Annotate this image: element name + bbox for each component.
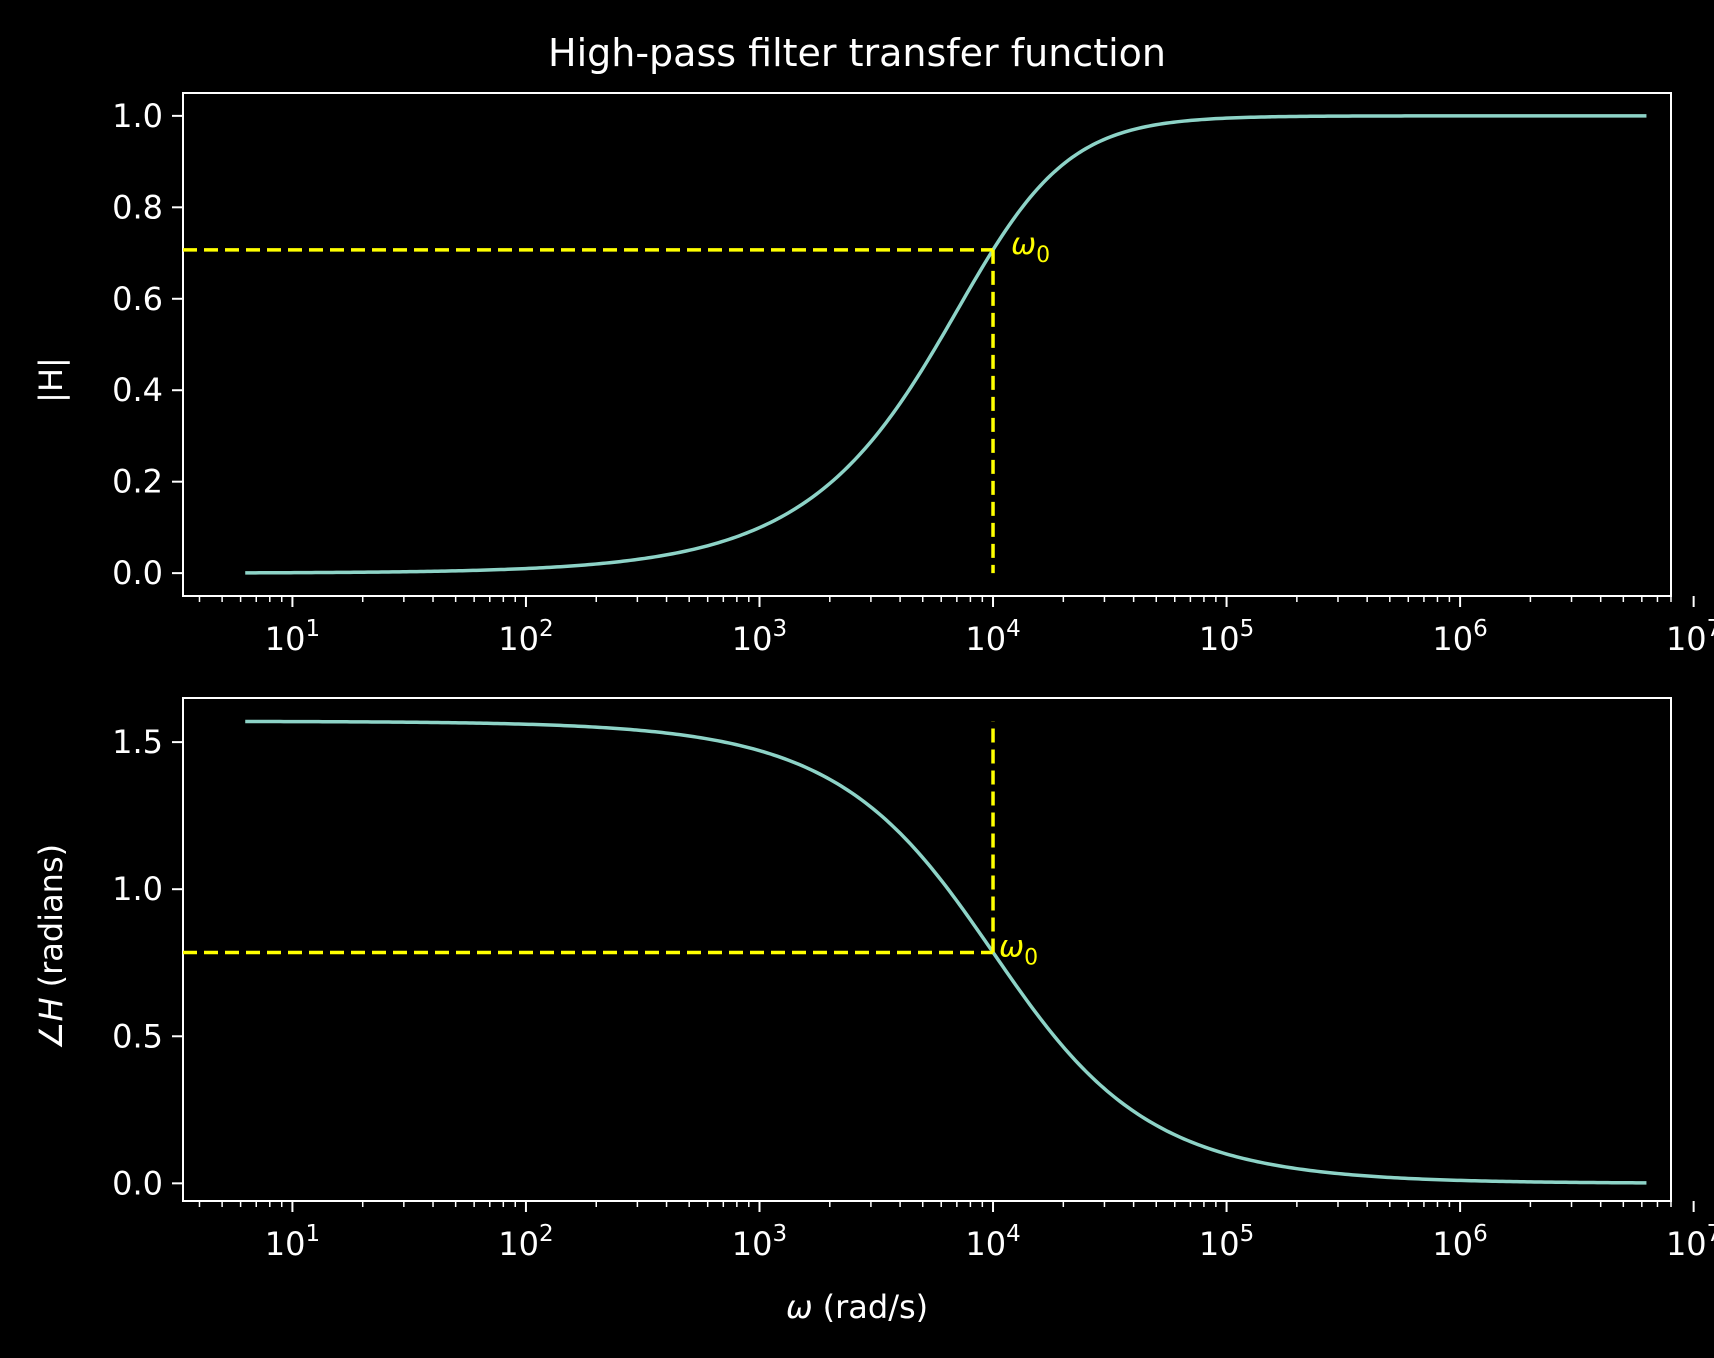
x-axis-label: ω (rad/s) [786, 1288, 928, 1326]
y-tick-label: 0.0 [112, 554, 163, 592]
x-tick-label: 102 [498, 616, 553, 658]
x-tick-label: 103 [732, 1221, 787, 1263]
y-tick-label: 0.2 [112, 463, 163, 501]
x-tick-label: 104 [965, 1221, 1020, 1263]
response-curve [245, 114, 1647, 575]
y-tick-label: 1.0 [112, 97, 163, 135]
chart-title: High-pass filter transfer function [548, 31, 1166, 75]
x-tick-label: 105 [1199, 616, 1254, 658]
y-axis-label-phase: ∠H(radians) [32, 844, 70, 1050]
phase-subplot: 101 102 103 104 105 106 107 0.0 0.5 1.0 1.5 ω0 [112, 697, 1714, 1263]
y-tick-label: 0.0 [112, 1164, 163, 1202]
magnitude-subplot: 101 102 103 104 105 106 107 0.0 0.2 0.4 0.6 0.8 1.0 ω… [112, 92, 1714, 658]
y-tick-label: 0.5 [112, 1017, 163, 1055]
cutoff-label: ω0 [1011, 227, 1050, 268]
axes-frame [182, 92, 1672, 597]
x-tick-label: 101 [265, 616, 320, 658]
x-tick-label: 107 [1666, 616, 1714, 658]
y-tick-label: 1.5 [112, 723, 163, 761]
axes-frame [182, 697, 1672, 1202]
cutoff-label: ω0 [999, 929, 1038, 970]
y-tick-label: 0.4 [112, 371, 163, 409]
x-tick-label: 102 [498, 1221, 553, 1263]
y-tick-label: 1.0 [112, 870, 163, 908]
x-tick-label: 101 [265, 1221, 320, 1263]
x-tick-label: 106 [1432, 1221, 1487, 1263]
y-tick-label: 0.6 [112, 280, 163, 318]
y-axis-label-magnitude: |H| [32, 357, 70, 403]
y-tick-label: 0.8 [112, 188, 163, 226]
x-tick-label: 107 [1666, 1221, 1714, 1263]
response-curve [245, 719, 1647, 1185]
x-tick-label: 105 [1199, 1221, 1254, 1263]
x-tick-label: 106 [1432, 616, 1487, 658]
x-tick-label: 103 [732, 616, 787, 658]
x-tick-label: 104 [965, 616, 1020, 658]
